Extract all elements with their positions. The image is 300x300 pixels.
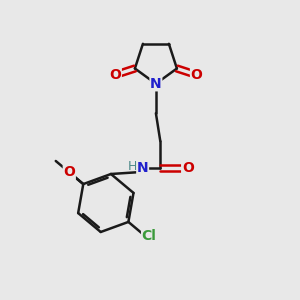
Text: N: N: [150, 77, 162, 91]
Text: O: O: [109, 68, 121, 82]
Text: O: O: [182, 161, 194, 175]
Text: N: N: [137, 161, 148, 175]
Text: O: O: [63, 165, 75, 179]
Text: H: H: [128, 160, 137, 173]
Text: O: O: [190, 68, 202, 82]
Text: Cl: Cl: [142, 229, 157, 243]
